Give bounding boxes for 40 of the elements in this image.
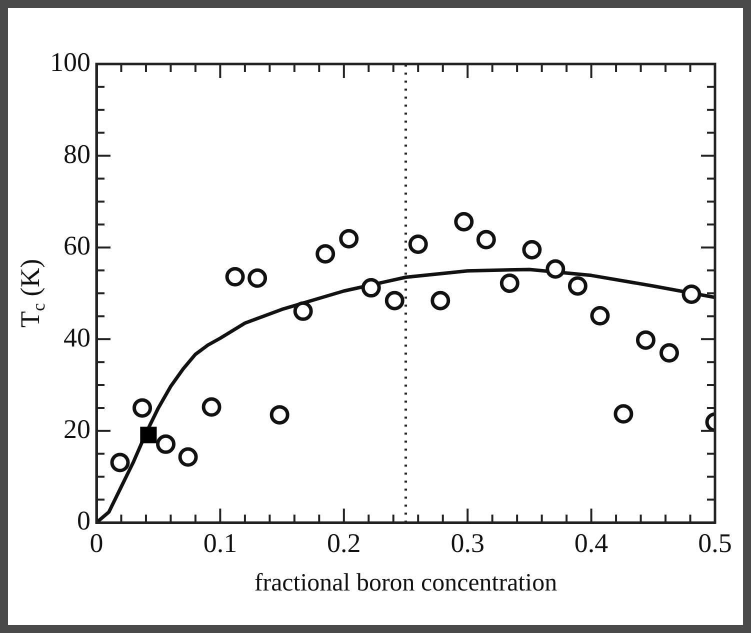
point xyxy=(500,273,520,293)
y-axis-title: Tc (K) xyxy=(15,258,49,328)
x-tick-label: 0.5 xyxy=(698,528,732,558)
y-tick-label: 20 xyxy=(64,414,90,444)
point xyxy=(202,397,222,417)
point xyxy=(384,290,404,310)
point xyxy=(682,284,702,304)
x-tick-label: 0.1 xyxy=(203,528,238,558)
point xyxy=(408,234,428,254)
y-tick-label: 40 xyxy=(64,322,90,352)
point xyxy=(568,276,588,296)
y-tick-label: 60 xyxy=(64,230,90,261)
point xyxy=(659,343,679,363)
x-tick-label: 0.3 xyxy=(450,528,484,558)
point xyxy=(476,230,496,250)
y-tick-label: 0 xyxy=(77,506,90,536)
y-tick-label: 100 xyxy=(50,47,90,78)
x-tick-label: 0.4 xyxy=(574,528,609,558)
point xyxy=(430,290,450,310)
point xyxy=(614,404,634,424)
point xyxy=(590,306,610,326)
point xyxy=(178,447,198,467)
point xyxy=(454,212,474,232)
point xyxy=(225,267,245,287)
point xyxy=(546,259,566,279)
point xyxy=(361,278,381,298)
point xyxy=(156,434,176,454)
x-axis-title: fractional boron concentration xyxy=(254,570,558,597)
point xyxy=(110,452,130,472)
y-tick-label: 80 xyxy=(64,138,90,169)
point xyxy=(270,405,290,425)
x-tick-label: 0.2 xyxy=(327,528,361,558)
point xyxy=(522,240,542,260)
point xyxy=(248,268,268,288)
point xyxy=(293,301,313,321)
point xyxy=(140,426,157,444)
point xyxy=(316,244,336,264)
point xyxy=(132,398,152,418)
point xyxy=(636,330,656,350)
point xyxy=(339,228,359,248)
